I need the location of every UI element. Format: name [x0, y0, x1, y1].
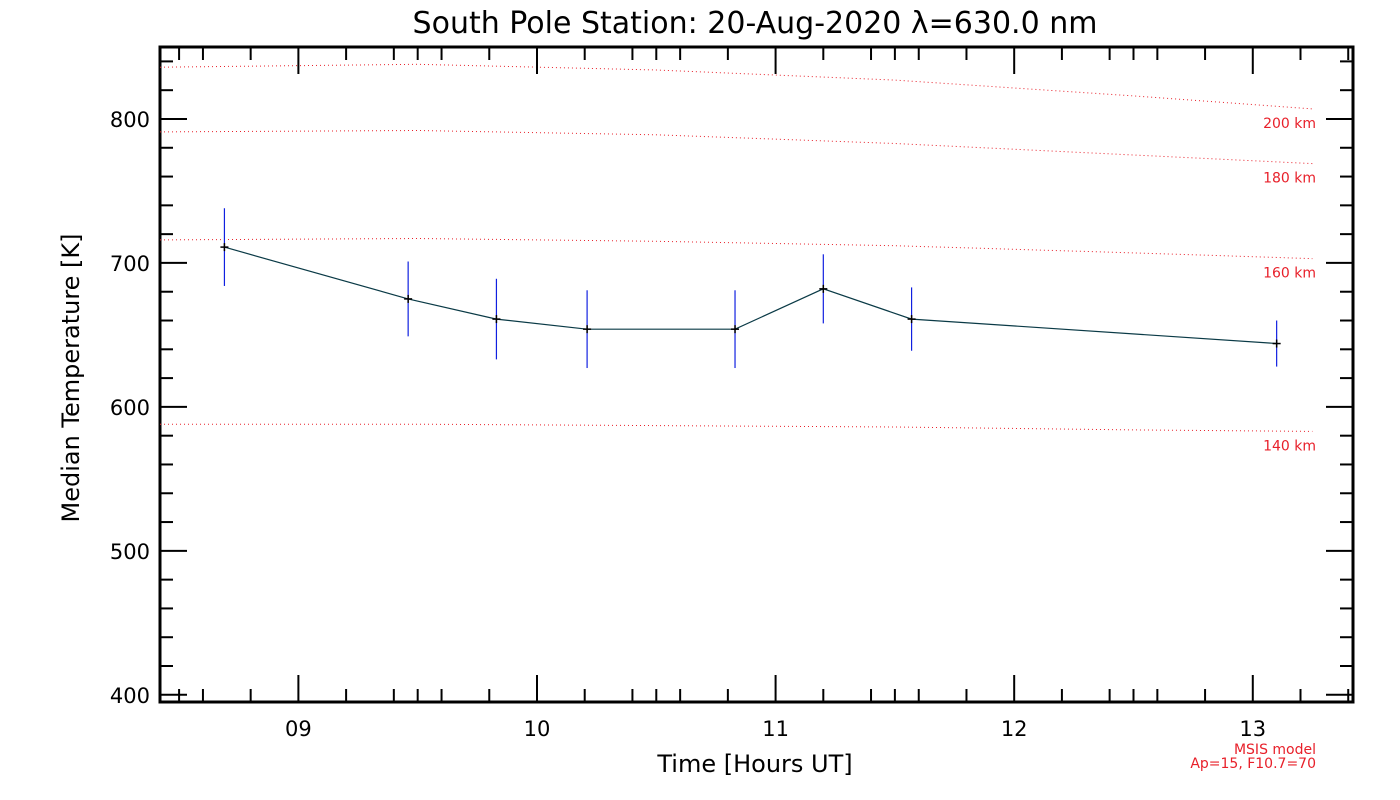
x-axis-label: Time [Hours UT]: [656, 750, 852, 778]
chart-title: South Pole Station: 20-Aug-2020 λ=630.0 …: [413, 6, 1098, 41]
temperature-series: [220, 208, 1281, 369]
y-tick-label: 700: [110, 252, 150, 276]
msis-model-curves: 200 km 180 km 160 km 140 km: [159, 63, 1316, 454]
model-curve-180-km: [159, 129, 1313, 165]
x-tick-label: 11: [762, 717, 789, 741]
msis-params-label: Ap=15, F10.7=70: [1190, 756, 1316, 772]
series-line: [224, 246, 1277, 345]
x-tick-label: 10: [524, 717, 551, 741]
y-tick-label: 600: [110, 396, 150, 420]
plot-area: [158, 45, 1355, 704]
y-tick-label: 400: [110, 684, 150, 708]
x-tick-label: 13: [1239, 717, 1266, 741]
x-tick-label: 09: [285, 717, 312, 741]
model-curve-140-km: [160, 423, 1313, 432]
y-tick-label: 500: [110, 540, 150, 564]
model-curve-160-km: [159, 237, 1313, 260]
model-curve-label: 140 km: [1263, 438, 1316, 454]
model-curve-label: 200 km: [1263, 116, 1316, 132]
axis-ticks: 400 500 600 700 800 09 10 11 12 13: [110, 47, 1353, 741]
msis-model-label: MSIS model: [1234, 742, 1316, 758]
model-curve-label: 180 km: [1263, 171, 1316, 187]
y-tick-label: 800: [110, 108, 150, 132]
model-curve-label: 160 km: [1263, 266, 1316, 282]
model-curve-200-km: [159, 63, 1313, 110]
y-axis-label: Median Temperature [K]: [57, 233, 85, 522]
x-tick-label: 12: [1001, 717, 1028, 741]
